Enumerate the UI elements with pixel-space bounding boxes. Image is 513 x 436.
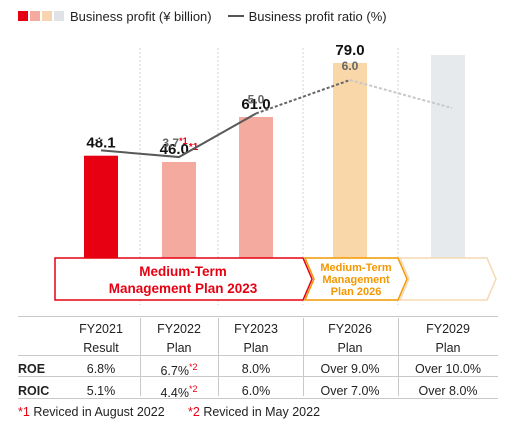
table-cell-roe-fy2029: Over 10.0% [414, 362, 481, 376]
table-rule-3 [18, 376, 498, 377]
plan-2029-banner [398, 257, 497, 301]
plan-2023-label-line-1: Medium-Term [139, 264, 227, 279]
footnote-2-mark: *2 [188, 405, 200, 419]
legend-swatch-red [18, 11, 28, 21]
ratio-line-actual [100, 112, 257, 159]
table-header-fy2022: FY2022 [157, 322, 201, 336]
legend-line-label: Business profit ratio (%) [248, 8, 387, 24]
table-row-label-roe: ROE [18, 362, 46, 376]
bar-line-chart: 48.1 46.0*161.079.03.93.7*15.06.0Medium-T… [54, 42, 497, 305]
table-header-fy2023: FY2023 [234, 322, 278, 336]
table-cell-roe-fy2023: 8.0% [241, 362, 271, 376]
table-column-rule-2 [218, 318, 219, 396]
footnote-1: *1 Reviced in August 2022 [18, 405, 165, 419]
table-status-fy2022: Plan [166, 341, 192, 355]
plan-2026-label-line-2: Management [322, 274, 390, 286]
table-rule-4 [18, 398, 498, 399]
plan-2026-label-line-3: Plan 2026 [331, 286, 382, 298]
plan-2023-banner [54, 257, 313, 301]
ratio-label-fy2026: 6.0 [342, 59, 359, 73]
plan-2026-banner [303, 257, 408, 301]
legend-bar-label: Business profit (¥ billion) [70, 8, 212, 24]
table-footnote-mark: *2 [188, 384, 198, 394]
footnote-2-text: Reviced in May 2022 [203, 405, 321, 419]
legend-line-swatch [227, 15, 244, 17]
table-cell-roe-fy2022: 6.7%*2 [160, 362, 198, 379]
footnote-1-text: Reviced in August 2022 [33, 405, 165, 419]
legend-swatch-gray [54, 11, 64, 21]
bar-value-label-fy2026: 79.0 [335, 42, 364, 59]
table-cell-roic-fy2022: 4.4%*2 [160, 384, 198, 401]
ratio-label-fy2021: 3.9 [93, 128, 110, 142]
table-footnote-mark: *2 [188, 362, 198, 372]
table-cell-roic-fy2021: 5.1% [86, 384, 116, 398]
plan-2026-label-line-1: Medium-Term [320, 262, 392, 274]
legend-swatch-pink [30, 11, 40, 21]
table-status-fy2023: Plan [243, 341, 269, 355]
table-cell-roic-fy2023: 6.0% [241, 384, 271, 398]
table-header-fy2026: FY2026 [328, 322, 372, 336]
table-rule-1 [18, 316, 498, 317]
ratio-label-fy2023: 5.0 [248, 93, 265, 107]
table-row-label-roic: ROIC [18, 384, 50, 398]
ratio-line-plan-2029 [349, 79, 453, 109]
chart-legend: Business profit (¥ billion) Business pro… [18, 8, 387, 24]
table-header-fy2021: FY2021 [79, 322, 123, 336]
table-cell-roe-fy2026: Over 9.0% [320, 362, 380, 376]
bar-value-label-fy2023: 61.0 [241, 96, 270, 113]
table-status-fy2029: Plan [435, 341, 461, 355]
table-column-rule-3 [303, 318, 304, 396]
table-header-fy2029: FY2029 [426, 322, 470, 336]
ratio-line-plan-2026 [255, 79, 351, 115]
table-cell-roic-fy2026: Over 7.0% [320, 384, 380, 398]
plan-2023-label-line-2: Management Plan 2023 [109, 281, 258, 296]
table-column-rule-4 [398, 318, 399, 396]
table-rule-2 [18, 355, 498, 356]
table-cell-roe-fy2021: 6.8% [86, 362, 116, 376]
table-cell-roic-fy2029: Over 8.0% [418, 384, 478, 398]
bar-value-label-fy2021: 48.1 [86, 135, 115, 152]
legend-swatch-orange [42, 11, 52, 21]
table-column-rule-1 [140, 318, 141, 396]
table-status-fy2021: Result [83, 341, 119, 355]
footnote-1-mark: *1 [18, 405, 30, 419]
table-status-fy2026: Plan [337, 341, 363, 355]
footnote-2: *2 Reviced in May 2022 [188, 405, 320, 419]
